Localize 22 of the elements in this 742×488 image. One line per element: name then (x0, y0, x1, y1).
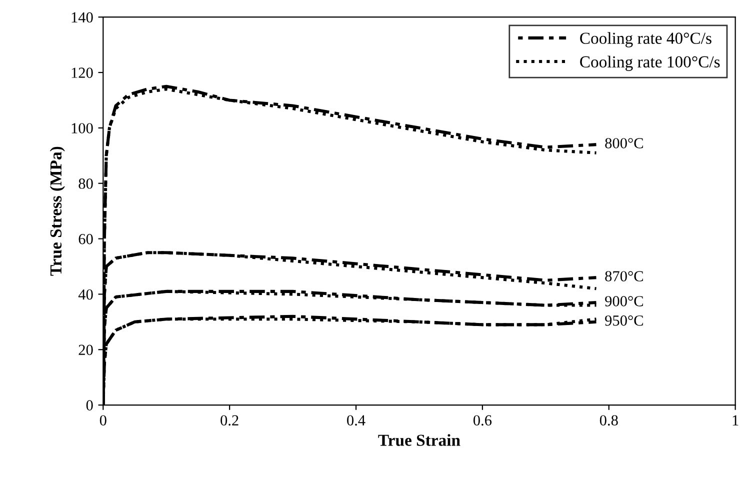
x-axis-title: True Strain (378, 434, 460, 446)
annotation: 950°C (605, 315, 643, 326)
annotation: 900°C (605, 296, 643, 306)
y-axis-title: True Stress (MPa) (50, 146, 65, 276)
x-tick-label: 0.8 (600, 415, 618, 426)
annotation: 870°C (605, 271, 643, 282)
x-tick-label: 1 (732, 415, 738, 426)
y-tick-label: 0 (86, 400, 93, 410)
x-tick-label: 0.4 (347, 415, 366, 426)
y-tick-label: 80 (78, 178, 93, 189)
x-tick-label: 0 (100, 415, 106, 426)
y-tick-label: 40 (78, 289, 93, 300)
legend-label: Cooling rate 100°C/s (580, 56, 720, 71)
x-tick-label: 0.2 (220, 415, 238, 426)
y-tick-label: 120 (72, 68, 93, 78)
y-tick-label: 140 (72, 12, 93, 23)
y-tick-label: 20 (78, 344, 93, 356)
y-tick-label: 100 (72, 123, 93, 134)
legend-label: Cooling rate 40°C/s (580, 32, 712, 48)
annotation: 800°C (605, 138, 643, 148)
y-tick-label: 60 (78, 234, 93, 244)
x-tick-label: 0.6 (473, 415, 492, 426)
